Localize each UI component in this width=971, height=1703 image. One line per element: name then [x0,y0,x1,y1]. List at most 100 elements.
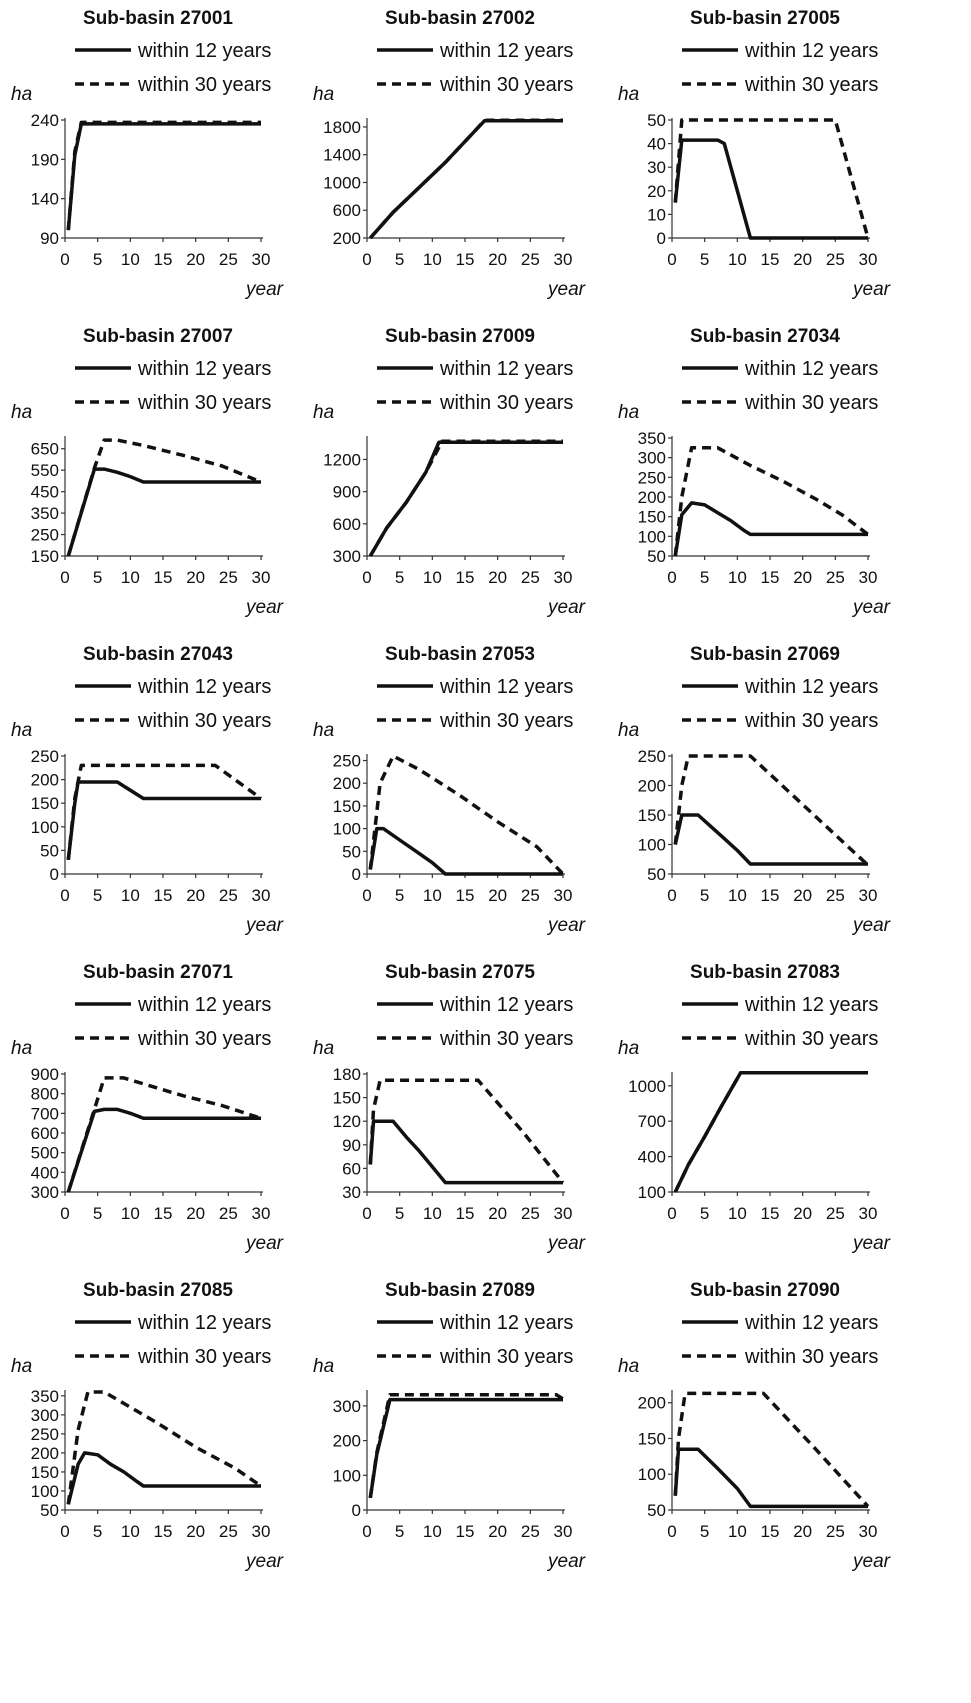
series-line-12-years [673,501,868,557]
chart-title: Sub-basin 27090 [690,1280,840,1301]
x-axis-unit: year [851,597,891,618]
y-tick-label: 120 [333,1112,361,1131]
legend-label-12-years: within 12 years [744,1312,878,1334]
chart-svg: Sub-basin 27090 within 12 years within 30 … [618,1280,891,1572]
x-tick-label: 5 [395,250,404,269]
x-tick-label: 5 [395,886,404,905]
x-tick-label: 15 [154,1522,173,1541]
chart-title: Sub-basin 27005 [690,8,840,29]
y-tick-label: 300 [638,449,666,468]
x-tick-label: 10 [121,886,140,905]
chart-panel: Sub-basin 27043 within 12 years within 30 … [3,636,333,981]
chart-panel: Sub-basin 27083 within 12 years within 30 … [610,954,940,1299]
x-tick-label: 5 [700,568,709,587]
chart-title: Sub-basin 27007 [83,326,233,347]
x-tick-label: 25 [826,1522,845,1541]
y-tick-label: 1000 [323,173,361,192]
y-tick-label: 100 [31,1482,59,1501]
x-tick-label: 15 [761,250,780,269]
x-tick-label: 0 [60,1522,69,1541]
chart-panel: Sub-basin 27089 within 12 years within 30 … [305,1272,635,1617]
x-axis-unit: year [546,1233,586,1254]
y-tick-label: 600 [333,201,361,220]
x-tick-label: 30 [252,1204,271,1223]
x-tick-label: 0 [667,886,676,905]
x-tick-label: 30 [554,1522,573,1541]
legend-label-30-years: within 30 years [137,710,271,732]
x-tick-label: 10 [423,1204,442,1223]
x-tick-label: 15 [761,568,780,587]
y-tick-label: 50 [647,547,666,566]
legend-label-12-years: within 12 years [137,40,271,62]
x-tick-label: 20 [186,886,205,905]
x-axis-unit: year [851,1551,891,1572]
x-axis-unit: year [546,915,586,936]
x-tick-label: 10 [423,250,442,269]
y-tick-label: 150 [333,1089,361,1108]
y-tick-label: 150 [638,806,666,825]
chart-title: Sub-basin 27075 [385,962,535,983]
y-tick-label: 100 [333,820,361,839]
y-tick-label: 50 [647,111,666,130]
series-line-30-years [673,1391,870,1508]
legend-label-12-years: within 12 years [439,1312,573,1334]
x-tick-label: 5 [395,1522,404,1541]
series-line-12-years [673,1071,868,1193]
y-tick-label: 300 [31,1183,59,1202]
y-tick-label: 90 [40,229,59,248]
x-tick-label: 30 [554,568,573,587]
x-tick-label: 15 [761,886,780,905]
x-tick-label: 0 [60,568,69,587]
x-axis-unit: year [546,1551,586,1572]
legend-label-30-years: within 30 years [439,392,573,414]
y-tick-label: 150 [333,797,361,816]
x-axis-unit: year [851,915,891,936]
y-tick-label: 50 [40,1501,59,1520]
y-tick-label: 350 [31,504,59,523]
legend-label-30-years: within 30 years [744,1346,878,1368]
x-tick-label: 0 [60,1204,69,1223]
x-tick-label: 5 [93,1522,102,1541]
chart-title: Sub-basin 27071 [83,962,233,983]
x-tick-label: 0 [667,1204,676,1223]
x-tick-label: 20 [793,1204,812,1223]
y-tick-label: 50 [647,1501,666,1520]
y-axis-unit: ha [618,720,639,741]
series-line-12-years [368,1397,563,1499]
y-tick-label: 50 [647,865,666,884]
x-tick-label: 25 [826,1204,845,1223]
y-axis-unit: ha [11,1356,32,1377]
x-tick-label: 25 [219,250,238,269]
y-axis-unit: ha [313,720,334,741]
x-tick-label: 5 [700,250,709,269]
y-tick-label: 600 [333,515,361,534]
y-tick-label: 250 [31,747,59,766]
x-tick-label: 20 [793,886,812,905]
y-tick-label: 50 [40,841,59,860]
x-tick-label: 25 [521,886,540,905]
x-axis-unit: year [244,279,284,300]
series-line-30-years [66,438,262,557]
x-tick-label: 10 [728,568,747,587]
y-tick-label: 250 [333,752,361,771]
chart-svg: Sub-basin 27001 within 12 years within 30 … [11,8,284,300]
y-tick-label: 150 [638,1429,666,1448]
series-line-12-years [66,1107,261,1193]
x-tick-label: 25 [521,1204,540,1223]
legend-label-30-years: within 30 years [137,1346,271,1368]
y-tick-label: 1000 [628,1077,666,1096]
x-axis-unit: year [851,1233,891,1254]
legend-label-30-years: within 30 years [439,710,573,732]
y-axis-unit: ha [618,1356,639,1377]
x-tick-label: 25 [826,568,845,587]
x-tick-label: 30 [252,250,271,269]
series-line-30-years [66,120,261,231]
legend-label-30-years: within 30 years [439,74,573,96]
x-tick-label: 10 [423,1522,442,1541]
chart-title: Sub-basin 27009 [385,326,535,347]
legend-label-30-years: within 30 years [744,392,878,414]
series-line-12-years [66,1451,261,1505]
x-tick-label: 10 [423,886,442,905]
legend-label-12-years: within 12 years [744,676,878,698]
